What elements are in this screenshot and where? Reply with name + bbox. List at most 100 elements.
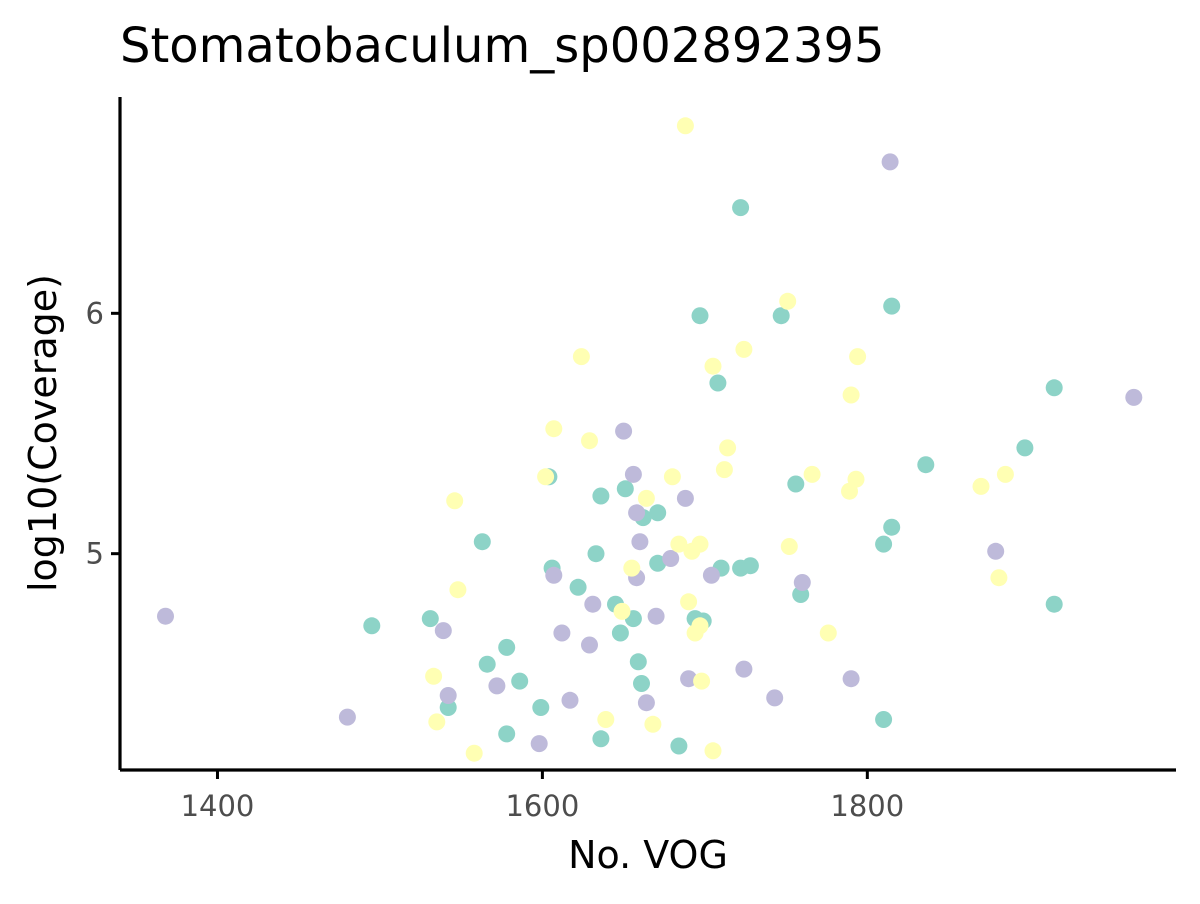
data-point — [537, 468, 555, 486]
data-point — [363, 617, 381, 635]
data-point — [875, 535, 893, 553]
data-point — [615, 422, 633, 440]
data-point — [338, 708, 356, 726]
data-point — [649, 504, 667, 522]
data-point — [631, 533, 649, 551]
data-point — [709, 374, 727, 392]
data-point — [428, 713, 446, 731]
data-point — [587, 545, 605, 563]
data-point — [693, 672, 711, 690]
data-point — [732, 199, 750, 217]
data-point — [561, 691, 579, 709]
data-point — [633, 675, 650, 692]
data-point — [611, 624, 629, 642]
data-point — [990, 569, 1008, 587]
data-point — [917, 456, 935, 474]
data-point — [670, 535, 688, 553]
data-point — [670, 737, 688, 755]
data-point — [793, 574, 811, 591]
data-point — [649, 554, 667, 572]
data-point — [662, 550, 680, 567]
data-point — [996, 465, 1014, 483]
chart-title: Stomatobaculum_sp002892395 — [120, 18, 885, 74]
x-axis-ticks: 1400 1600 1800 — [181, 770, 904, 823]
data-point — [881, 153, 899, 171]
data-point — [637, 694, 655, 712]
data-point — [841, 482, 858, 500]
data-point — [434, 622, 452, 640]
x-tick-label: 1400 — [181, 789, 255, 823]
data-point — [545, 420, 563, 438]
data-point — [637, 489, 655, 507]
data-point — [849, 348, 867, 366]
data-point — [616, 480, 634, 498]
data-point — [735, 340, 753, 358]
data-point — [779, 292, 797, 310]
data-point — [704, 357, 722, 375]
data-point — [478, 655, 496, 673]
data-point — [787, 475, 805, 493]
data-point — [569, 578, 587, 596]
data-point — [644, 715, 662, 733]
data-point — [530, 735, 548, 753]
data-point — [780, 538, 798, 555]
data-point — [987, 542, 1005, 560]
x-tick-label: 1600 — [505, 789, 579, 823]
data-point — [676, 489, 694, 507]
data-point — [715, 461, 733, 479]
data-point — [719, 439, 737, 457]
data-point — [425, 667, 443, 685]
data-point — [628, 504, 646, 522]
data-point — [439, 699, 457, 716]
data-point — [735, 660, 753, 678]
data-point — [157, 607, 174, 625]
data-point — [772, 307, 790, 325]
data-point — [446, 492, 464, 510]
data-point — [545, 566, 563, 584]
data-point — [584, 595, 602, 613]
data-point — [597, 711, 615, 728]
data-point — [842, 386, 860, 404]
data-point — [1125, 388, 1143, 406]
data-point — [1045, 379, 1063, 397]
data-point — [553, 624, 571, 642]
data-point — [449, 581, 467, 599]
x-tick-label: 1800 — [830, 789, 904, 823]
data-point — [741, 557, 759, 575]
data-point — [623, 559, 641, 577]
data-point — [473, 533, 491, 551]
data-point — [842, 670, 860, 688]
data-point — [488, 677, 506, 695]
data-point — [819, 624, 837, 642]
data-point — [663, 468, 681, 486]
data-point — [803, 465, 821, 483]
data-point — [883, 518, 901, 536]
data-point — [498, 638, 516, 656]
data-point — [421, 610, 439, 628]
data-point — [647, 607, 665, 625]
data-point — [465, 744, 483, 762]
data-point — [498, 725, 516, 743]
data-point — [1045, 595, 1063, 613]
data-point — [629, 653, 647, 671]
points-layer — [157, 117, 1143, 762]
data-point — [613, 602, 631, 620]
data-point — [676, 117, 694, 135]
y-axis-ticks: 56 — [86, 296, 120, 571]
data-point — [686, 624, 704, 642]
data-point — [581, 636, 598, 654]
data-point — [702, 566, 720, 584]
data-point — [875, 711, 893, 728]
data-point — [592, 730, 610, 748]
data-point — [511, 672, 529, 690]
data-point — [624, 465, 642, 483]
data-point — [572, 348, 590, 366]
y-tick-label: 5 — [86, 537, 104, 571]
data-point — [1016, 439, 1034, 457]
data-point — [691, 535, 709, 553]
data-point — [439, 687, 457, 704]
data-point — [766, 689, 784, 707]
data-point — [680, 670, 698, 688]
data-point — [883, 297, 901, 315]
